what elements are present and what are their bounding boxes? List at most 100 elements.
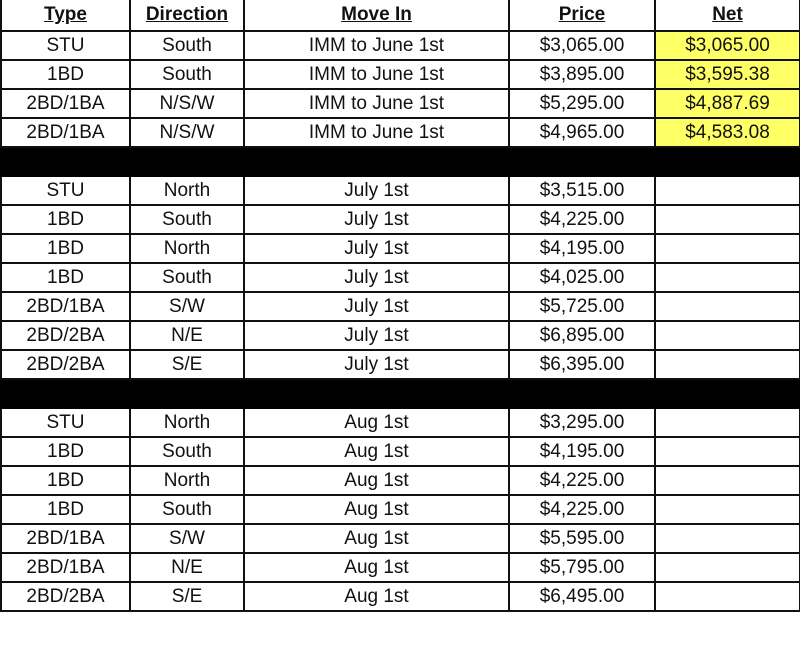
type-cell[interactable]: 2BD/1BA (0, 523, 131, 554)
type-cell[interactable]: 1BD (0, 465, 131, 496)
direction-cell[interactable]: South (129, 436, 245, 467)
move-in-cell[interactable]: July 1st (243, 175, 510, 206)
move-in-cell[interactable]: Aug 1st (243, 552, 510, 583)
table-row: STU North Aug 1st $3,295.00 (0, 407, 800, 438)
direction-cell[interactable]: South (129, 262, 245, 293)
net-cell[interactable]: $3,065.00 (654, 30, 800, 61)
move-in-cell[interactable]: July 1st (243, 233, 510, 264)
move-in-cell[interactable]: Aug 1st (243, 407, 510, 438)
direction-cell[interactable]: South (129, 30, 245, 61)
net-cell[interactable] (654, 233, 800, 264)
header-net[interactable]: Net (654, 0, 800, 32)
type-cell[interactable]: 2BD/1BA (0, 117, 131, 148)
net-cell[interactable] (654, 262, 800, 293)
net-cell[interactable]: $3,595.38 (654, 59, 800, 90)
price-cell[interactable]: $3,065.00 (508, 30, 656, 61)
header-direction[interactable]: Direction (129, 0, 245, 32)
type-cell[interactable]: 2BD/2BA (0, 320, 131, 351)
net-cell[interactable] (654, 581, 800, 612)
move-in-cell[interactable]: July 1st (243, 320, 510, 351)
table-row: 2BD/1BA S/W Aug 1st $5,595.00 (0, 523, 800, 554)
direction-cell[interactable]: North (129, 407, 245, 438)
move-in-cell[interactable]: Aug 1st (243, 494, 510, 525)
price-cell[interactable]: $4,965.00 (508, 117, 656, 148)
net-cell[interactable] (654, 175, 800, 206)
direction-cell[interactable]: S/W (129, 291, 245, 322)
price-cell[interactable]: $3,515.00 (508, 175, 656, 206)
move-in-cell[interactable]: Aug 1st (243, 523, 510, 554)
price-cell[interactable]: $4,225.00 (508, 465, 656, 496)
type-cell[interactable]: 2BD/1BA (0, 88, 131, 119)
direction-cell[interactable]: North (129, 233, 245, 264)
move-in-cell[interactable]: IMM to June 1st (243, 88, 510, 119)
price-cell[interactable]: $6,895.00 (508, 320, 656, 351)
type-cell[interactable]: 2BD/1BA (0, 552, 131, 583)
direction-cell[interactable]: South (129, 204, 245, 235)
net-cell[interactable] (654, 407, 800, 438)
direction-cell[interactable]: South (129, 494, 245, 525)
price-cell[interactable]: $3,295.00 (508, 407, 656, 438)
price-cell[interactable]: $4,025.00 (508, 262, 656, 293)
net-cell[interactable]: $4,583.08 (654, 117, 800, 148)
type-cell[interactable]: 1BD (0, 262, 131, 293)
type-cell[interactable]: STU (0, 407, 131, 438)
move-in-cell[interactable]: July 1st (243, 262, 510, 293)
type-cell[interactable]: 2BD/2BA (0, 349, 131, 380)
type-cell[interactable]: 1BD (0, 436, 131, 467)
header-move-in[interactable]: Move In (243, 0, 510, 32)
price-cell[interactable]: $3,895.00 (508, 59, 656, 90)
move-in-cell[interactable]: Aug 1st (243, 581, 510, 612)
direction-cell[interactable]: North (129, 175, 245, 206)
net-cell[interactable] (654, 204, 800, 235)
type-cell[interactable]: 1BD (0, 233, 131, 264)
price-cell[interactable]: $6,495.00 (508, 581, 656, 612)
net-cell[interactable] (654, 320, 800, 351)
price-cell[interactable]: $4,225.00 (508, 204, 656, 235)
price-cell[interactable]: $5,295.00 (508, 88, 656, 119)
direction-cell[interactable]: N/S/W (129, 88, 245, 119)
direction-cell[interactable]: N/S/W (129, 117, 245, 148)
net-cell[interactable] (654, 494, 800, 525)
type-cell[interactable]: 2BD/2BA (0, 581, 131, 612)
direction-cell[interactable]: North (129, 465, 245, 496)
type-cell[interactable]: 1BD (0, 204, 131, 235)
header-price[interactable]: Price (508, 0, 656, 32)
net-cell[interactable] (654, 291, 800, 322)
move-in-cell[interactable]: July 1st (243, 204, 510, 235)
move-in-cell[interactable]: July 1st (243, 291, 510, 322)
net-cell[interactable] (654, 436, 800, 467)
direction-cell[interactable]: S/E (129, 581, 245, 612)
group-separator (0, 378, 800, 409)
move-in-cell[interactable]: Aug 1st (243, 465, 510, 496)
price-cell[interactable]: $4,225.00 (508, 494, 656, 525)
direction-cell[interactable]: N/E (129, 552, 245, 583)
move-in-cell[interactable]: July 1st (243, 349, 510, 380)
type-cell[interactable]: 2BD/1BA (0, 291, 131, 322)
type-cell[interactable]: STU (0, 175, 131, 206)
direction-cell[interactable]: S/W (129, 523, 245, 554)
price-cell[interactable]: $5,595.00 (508, 523, 656, 554)
net-cell[interactable] (654, 552, 800, 583)
direction-cell[interactable]: South (129, 59, 245, 90)
price-cell[interactable]: $4,195.00 (508, 233, 656, 264)
price-cell[interactable]: $6,395.00 (508, 349, 656, 380)
type-cell[interactable]: 1BD (0, 59, 131, 90)
price-cell[interactable]: $5,725.00 (508, 291, 656, 322)
net-cell[interactable] (654, 349, 800, 380)
table-row: 1BD South July 1st $4,225.00 (0, 204, 800, 235)
move-in-cell[interactable]: IMM to June 1st (243, 117, 510, 148)
net-cell[interactable] (654, 523, 800, 554)
net-cell[interactable] (654, 465, 800, 496)
move-in-cell[interactable]: Aug 1st (243, 436, 510, 467)
header-type[interactable]: Type (0, 0, 131, 32)
move-in-cell[interactable]: IMM to June 1st (243, 30, 510, 61)
type-cell[interactable]: 1BD (0, 494, 131, 525)
price-cell[interactable]: $5,795.00 (508, 552, 656, 583)
direction-cell[interactable]: N/E (129, 320, 245, 351)
type-cell[interactable]: STU (0, 30, 131, 61)
direction-cell[interactable]: S/E (129, 349, 245, 380)
move-in-cell[interactable]: IMM to June 1st (243, 59, 510, 90)
net-cell[interactable]: $4,887.69 (654, 88, 800, 119)
table-header: Type Direction Move In Price Net (0, 0, 800, 32)
price-cell[interactable]: $4,195.00 (508, 436, 656, 467)
